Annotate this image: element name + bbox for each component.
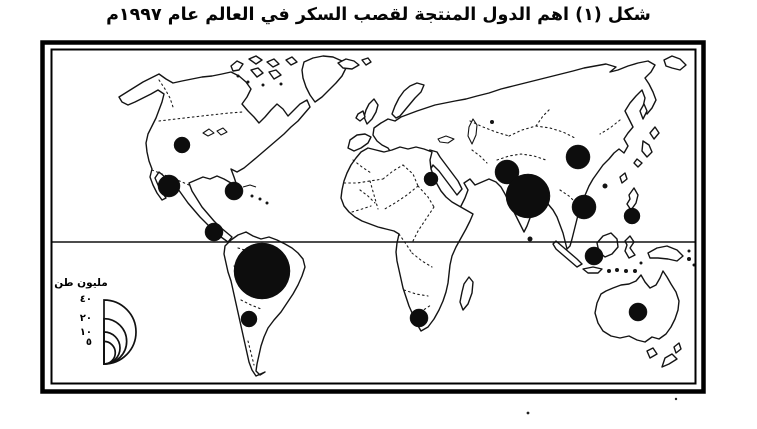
land-africa: [340, 146, 474, 332]
land-sakhalin: [639, 103, 648, 120]
iceland-islands: [337, 57, 372, 70]
legend-value-20: ٢٠: [79, 313, 92, 324]
aral-sea: [490, 120, 494, 124]
map-frame-outer: [40, 40, 706, 394]
land-sulawesi: [624, 235, 636, 259]
great-lakes: [202, 127, 228, 137]
land-sumatra: [552, 240, 583, 268]
production-circle-australia: [628, 302, 648, 322]
land-tasmania: [646, 347, 658, 359]
legend-arc-40: [103, 299, 137, 365]
legend-nested-semicircles: [103, 299, 137, 365]
new-zealand: [661, 342, 682, 368]
land-taiwan: [619, 172, 628, 184]
production-circle-brazil: [233, 242, 291, 300]
land-new-guinea: [647, 245, 684, 262]
production-circle-indonesia: [584, 246, 604, 266]
legend-value-40: ٤٠: [79, 294, 92, 305]
arctic-islands: [230, 55, 298, 87]
production-circle-colombia: [204, 222, 224, 242]
production-circle-china: [565, 144, 591, 170]
production-circle-india: [505, 173, 551, 219]
production-circles-layer: [157, 136, 648, 328]
production-circle-egypt: [423, 171, 439, 187]
black-sea: [437, 135, 455, 144]
figure-title: شكل (١) اهم الدول المنتجة لقصب السكر في …: [106, 5, 651, 25]
legend-title: مليون طن: [54, 277, 108, 289]
production-circle-philippines: [623, 207, 641, 225]
production-circle-pakistan: [494, 159, 520, 185]
land-hainan: [602, 183, 608, 189]
southeast-asia-islands: [527, 172, 696, 274]
continent-outlines: [118, 55, 696, 377]
production-circle-argentina: [240, 310, 258, 328]
land-greenland: [301, 55, 347, 103]
production-circle-united-states: [173, 136, 191, 154]
legend-value-5: ٥: [85, 337, 92, 348]
land-madagascar: [459, 276, 474, 311]
legend-value-10: ١٠: [79, 327, 92, 338]
caribbean-islands: [242, 184, 269, 205]
caspian-sea: [467, 118, 478, 145]
map-frame-inner: [50, 48, 697, 385]
japan-and-northeast-islands: [633, 55, 687, 168]
legend-arc-5: [103, 340, 117, 365]
land-iberia: [347, 133, 372, 152]
land-chukotka: [663, 55, 687, 71]
land-scandinavia: [391, 82, 425, 119]
land-java: [582, 266, 603, 274]
production-circle-thailand-indochina: [571, 194, 597, 220]
scan-speck: [674, 397, 678, 401]
land-philippines: [626, 187, 639, 211]
scan-speck: [526, 411, 530, 415]
production-circle-south-africa: [409, 308, 429, 328]
land-north-america: [118, 71, 311, 243]
production-circle-cuba-caribbean: [224, 181, 244, 201]
british-isles: [355, 98, 379, 125]
production-circle-mexico: [157, 174, 181, 198]
land-sri-lanka: [527, 236, 533, 242]
